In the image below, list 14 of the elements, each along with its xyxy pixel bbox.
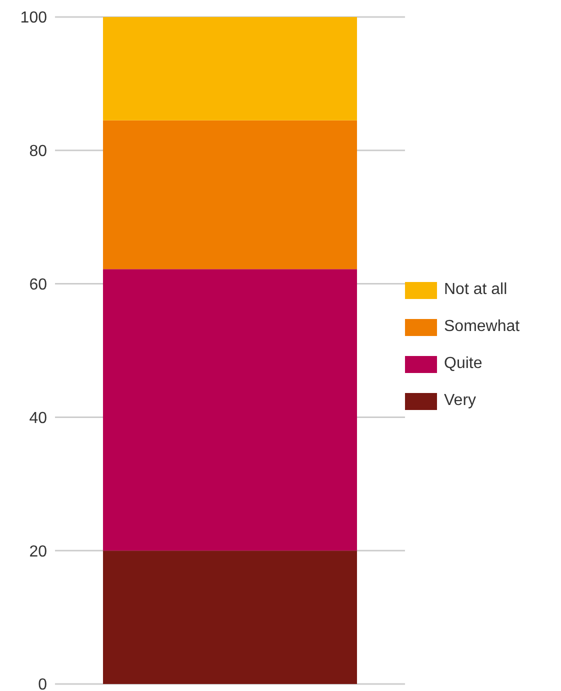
y-tick-label: 40 [29, 410, 48, 427]
bar [103, 550, 357, 684]
y-tick-label: 0 [38, 676, 48, 691]
legend-label: Quite [444, 355, 482, 373]
legend-label: Not at all [444, 281, 508, 299]
y-tick-label: 20 [29, 543, 48, 560]
bar [103, 120, 357, 270]
bar [103, 17, 357, 120]
y-tick-label: 80 [29, 143, 48, 160]
y-tick-label: 60 [29, 276, 48, 294]
y-tick-label: 100 [20, 10, 48, 27]
bar [103, 269, 357, 551]
legend-label: Very [444, 392, 476, 410]
legend-label: Somewhat [444, 318, 520, 336]
